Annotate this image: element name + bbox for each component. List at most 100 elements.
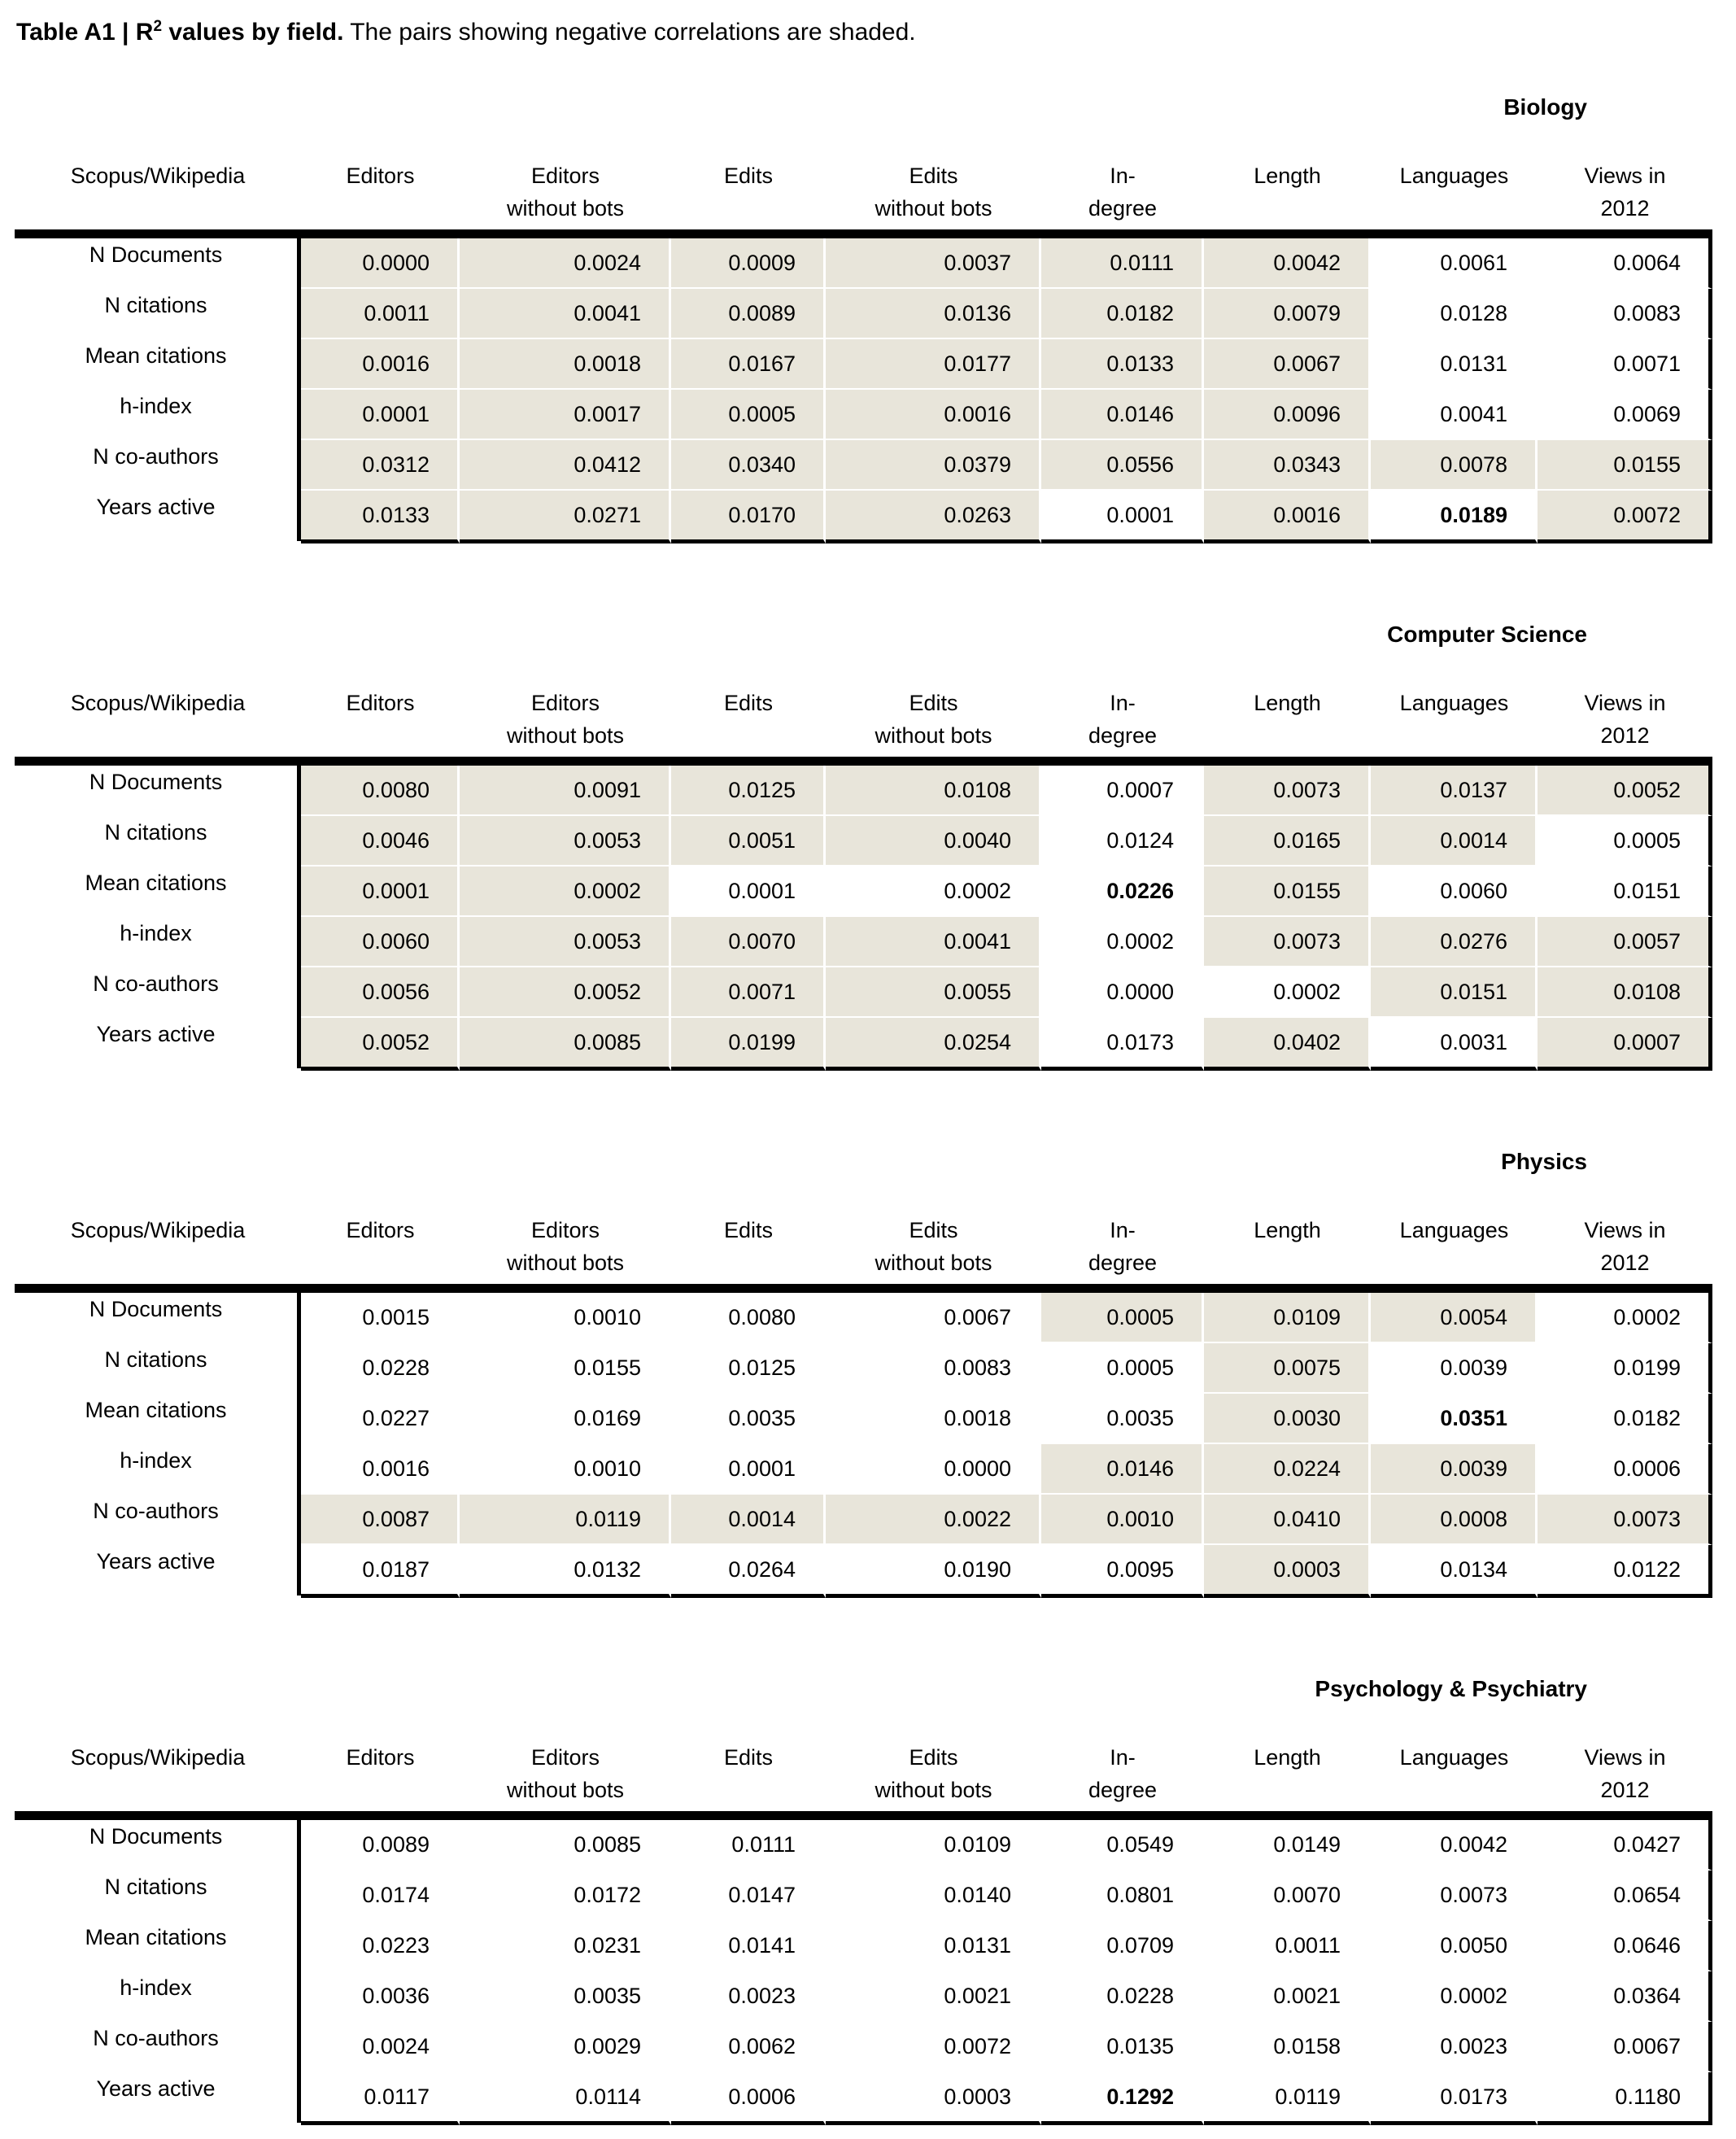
value-cell: 0.0035 (671, 1394, 826, 1444)
value-cell: 0.0136 (826, 289, 1041, 339)
value-cell: 0.0006 (1538, 1444, 1712, 1495)
value-cell: 0.0141 (671, 1921, 826, 1971)
value-cell: 0.0067 (1204, 339, 1371, 390)
value-cell: 0.0151 (1371, 967, 1538, 1018)
column-header: Editors (346, 691, 415, 715)
value-cell: 0.0134 (1371, 1545, 1538, 1598)
value-cell: 0.0053 (460, 917, 671, 967)
value-cell: 0.0109 (826, 1820, 1041, 1871)
title-superscript: 2 (153, 18, 163, 35)
row-label: Mean citations (15, 867, 301, 917)
table-row: h-index 0.0060 0.0053 0.0070 0.0041 0.0002 0.0… (15, 917, 1712, 967)
value-cell: 0.0226 (1041, 867, 1204, 917)
table-row: N citations 0.0046 0.0053 0.0051 0.0040 0.012… (15, 816, 1712, 867)
row-label: N Documents (15, 1293, 301, 1343)
value-cell: 0.0108 (826, 766, 1041, 816)
value-cell: 0.0125 (671, 766, 826, 816)
row-label: N Documents (15, 1820, 301, 1871)
column-header: Length (1254, 164, 1321, 188)
value-cell: 0.0041 (1371, 390, 1538, 440)
column-header: Edits without bots (875, 164, 992, 220)
table-row: h-index 0.0001 0.0017 0.0005 0.0016 0.0146 0.0… (15, 390, 1712, 440)
section-title-psychology-psychiatry: Psychology & Psychiatry (1315, 1676, 1587, 1701)
value-cell: 0.0427 (1538, 1820, 1712, 1871)
title-bold-prefix: Table A1 | R (16, 19, 154, 46)
value-cell: 0.0054 (1371, 1293, 1538, 1343)
value-cell: 0.0174 (301, 1871, 460, 1921)
value-cell: 0.0011 (301, 289, 460, 339)
row-label: N citations (15, 289, 301, 339)
value-cell: 0.0000 (301, 238, 460, 289)
row-label: Mean citations (15, 339, 301, 390)
value-cell: 0.0008 (1371, 1495, 1538, 1545)
row-label: N citations (15, 1343, 301, 1394)
value-cell: 0.0022 (826, 1495, 1041, 1545)
value-cell: 0.0182 (1538, 1394, 1712, 1444)
value-cell: 0.0000 (1041, 967, 1204, 1018)
column-header: Editors (346, 1745, 415, 1770)
value-cell: 0.0053 (460, 816, 671, 867)
value-cell: 0.0016 (301, 1444, 460, 1495)
column-header: Languages (1399, 1745, 1509, 1770)
value-cell: 0.0228 (301, 1343, 460, 1394)
value-cell: 0.0095 (1041, 1545, 1204, 1598)
value-cell: 0.0276 (1371, 917, 1538, 967)
table-section-computer-science: Computer Science Scopus/Wikipedia Editors E… (15, 622, 1721, 1071)
value-cell: 0.0080 (301, 766, 460, 816)
value-cell: 0.0016 (826, 390, 1041, 440)
value-cell: 0.0155 (460, 1343, 671, 1394)
table-row: Years active 0.0117 0.0114 0.0006 0.0003 0.12… (15, 2072, 1712, 2125)
table-row: Mean citations 0.0223 0.0231 0.0141 0.0131 0.… (15, 1921, 1712, 1971)
value-cell: 0.0801 (1041, 1871, 1204, 1921)
row-label: h-index (15, 1444, 301, 1495)
column-header: Edits without bots (875, 691, 992, 748)
value-cell: 0.0654 (1538, 1871, 1712, 1921)
column-header-row: Scopus/Wikipedia Editors Editors without bo… (15, 1214, 1712, 1293)
row-label: N co-authors (15, 967, 301, 1018)
value-cell: 0.0042 (1204, 238, 1371, 289)
value-cell: 0.0009 (671, 238, 826, 289)
value-cell: 0.0001 (301, 390, 460, 440)
value-cell: 0.0263 (826, 491, 1041, 543)
column-header: Edits without bots (875, 1218, 992, 1275)
table-row: N Documents 0.0000 0.0024 0.0009 0.0037 0.011… (15, 238, 1712, 289)
value-cell: 0.0029 (460, 2022, 671, 2072)
value-cell: 0.0340 (671, 440, 826, 491)
value-cell: 0.0017 (460, 390, 671, 440)
value-cell: 0.0001 (671, 1444, 826, 1495)
value-cell: 0.0003 (826, 2072, 1041, 2125)
value-cell: 0.0010 (460, 1293, 671, 1343)
column-header: Edits (723, 164, 774, 188)
value-cell: 0.0046 (301, 816, 460, 867)
column-header: In-degree (1088, 1218, 1158, 1275)
table-row: N citations 0.0174 0.0172 0.0147 0.0140 0.080… (15, 1871, 1712, 1921)
table-row: Years active 0.0133 0.0271 0.0170 0.0263 0.00… (15, 491, 1712, 543)
section-title-computer-science: Computer Science (1387, 622, 1587, 647)
value-cell: 0.0122 (1538, 1545, 1712, 1598)
value-cell: 0.0402 (1204, 1018, 1371, 1071)
value-cell: 0.0412 (460, 440, 671, 491)
value-cell: 0.0073 (1204, 766, 1371, 816)
value-cell: 0.0182 (1041, 289, 1204, 339)
value-cell: 0.0091 (460, 766, 671, 816)
value-cell: 0.0042 (1371, 1820, 1538, 1871)
column-header: Editors without bots (506, 164, 625, 220)
table-section-psychology-psychiatry: Psychology & Psychiatry Scopus/Wikipedia E… (15, 1676, 1721, 2125)
value-cell: 0.0001 (671, 867, 826, 917)
column-header: In-degree (1088, 691, 1158, 748)
value-cell: 0.0155 (1204, 867, 1371, 917)
value-cell: 0.0005 (671, 390, 826, 440)
table-body: N Documents 0.0080 0.0091 0.0125 0.0108 0.000… (15, 766, 1721, 1071)
value-cell: 0.0125 (671, 1343, 826, 1394)
value-cell: 0.0085 (460, 1018, 671, 1071)
value-cell: 0.0016 (301, 339, 460, 390)
value-cell: 0.0002 (1204, 967, 1371, 1018)
value-cell: 0.0646 (1538, 1921, 1712, 1971)
title-caption: The pairs showing negative correlations … (343, 19, 916, 46)
value-cell: 0.0146 (1041, 390, 1204, 440)
value-cell: 0.0070 (1204, 1871, 1371, 1921)
value-cell: 0.0021 (1204, 1971, 1371, 2022)
value-cell: 0.0050 (1371, 1921, 1538, 1971)
column-header: Languages (1399, 691, 1509, 715)
value-cell: 0.0056 (301, 967, 460, 1018)
